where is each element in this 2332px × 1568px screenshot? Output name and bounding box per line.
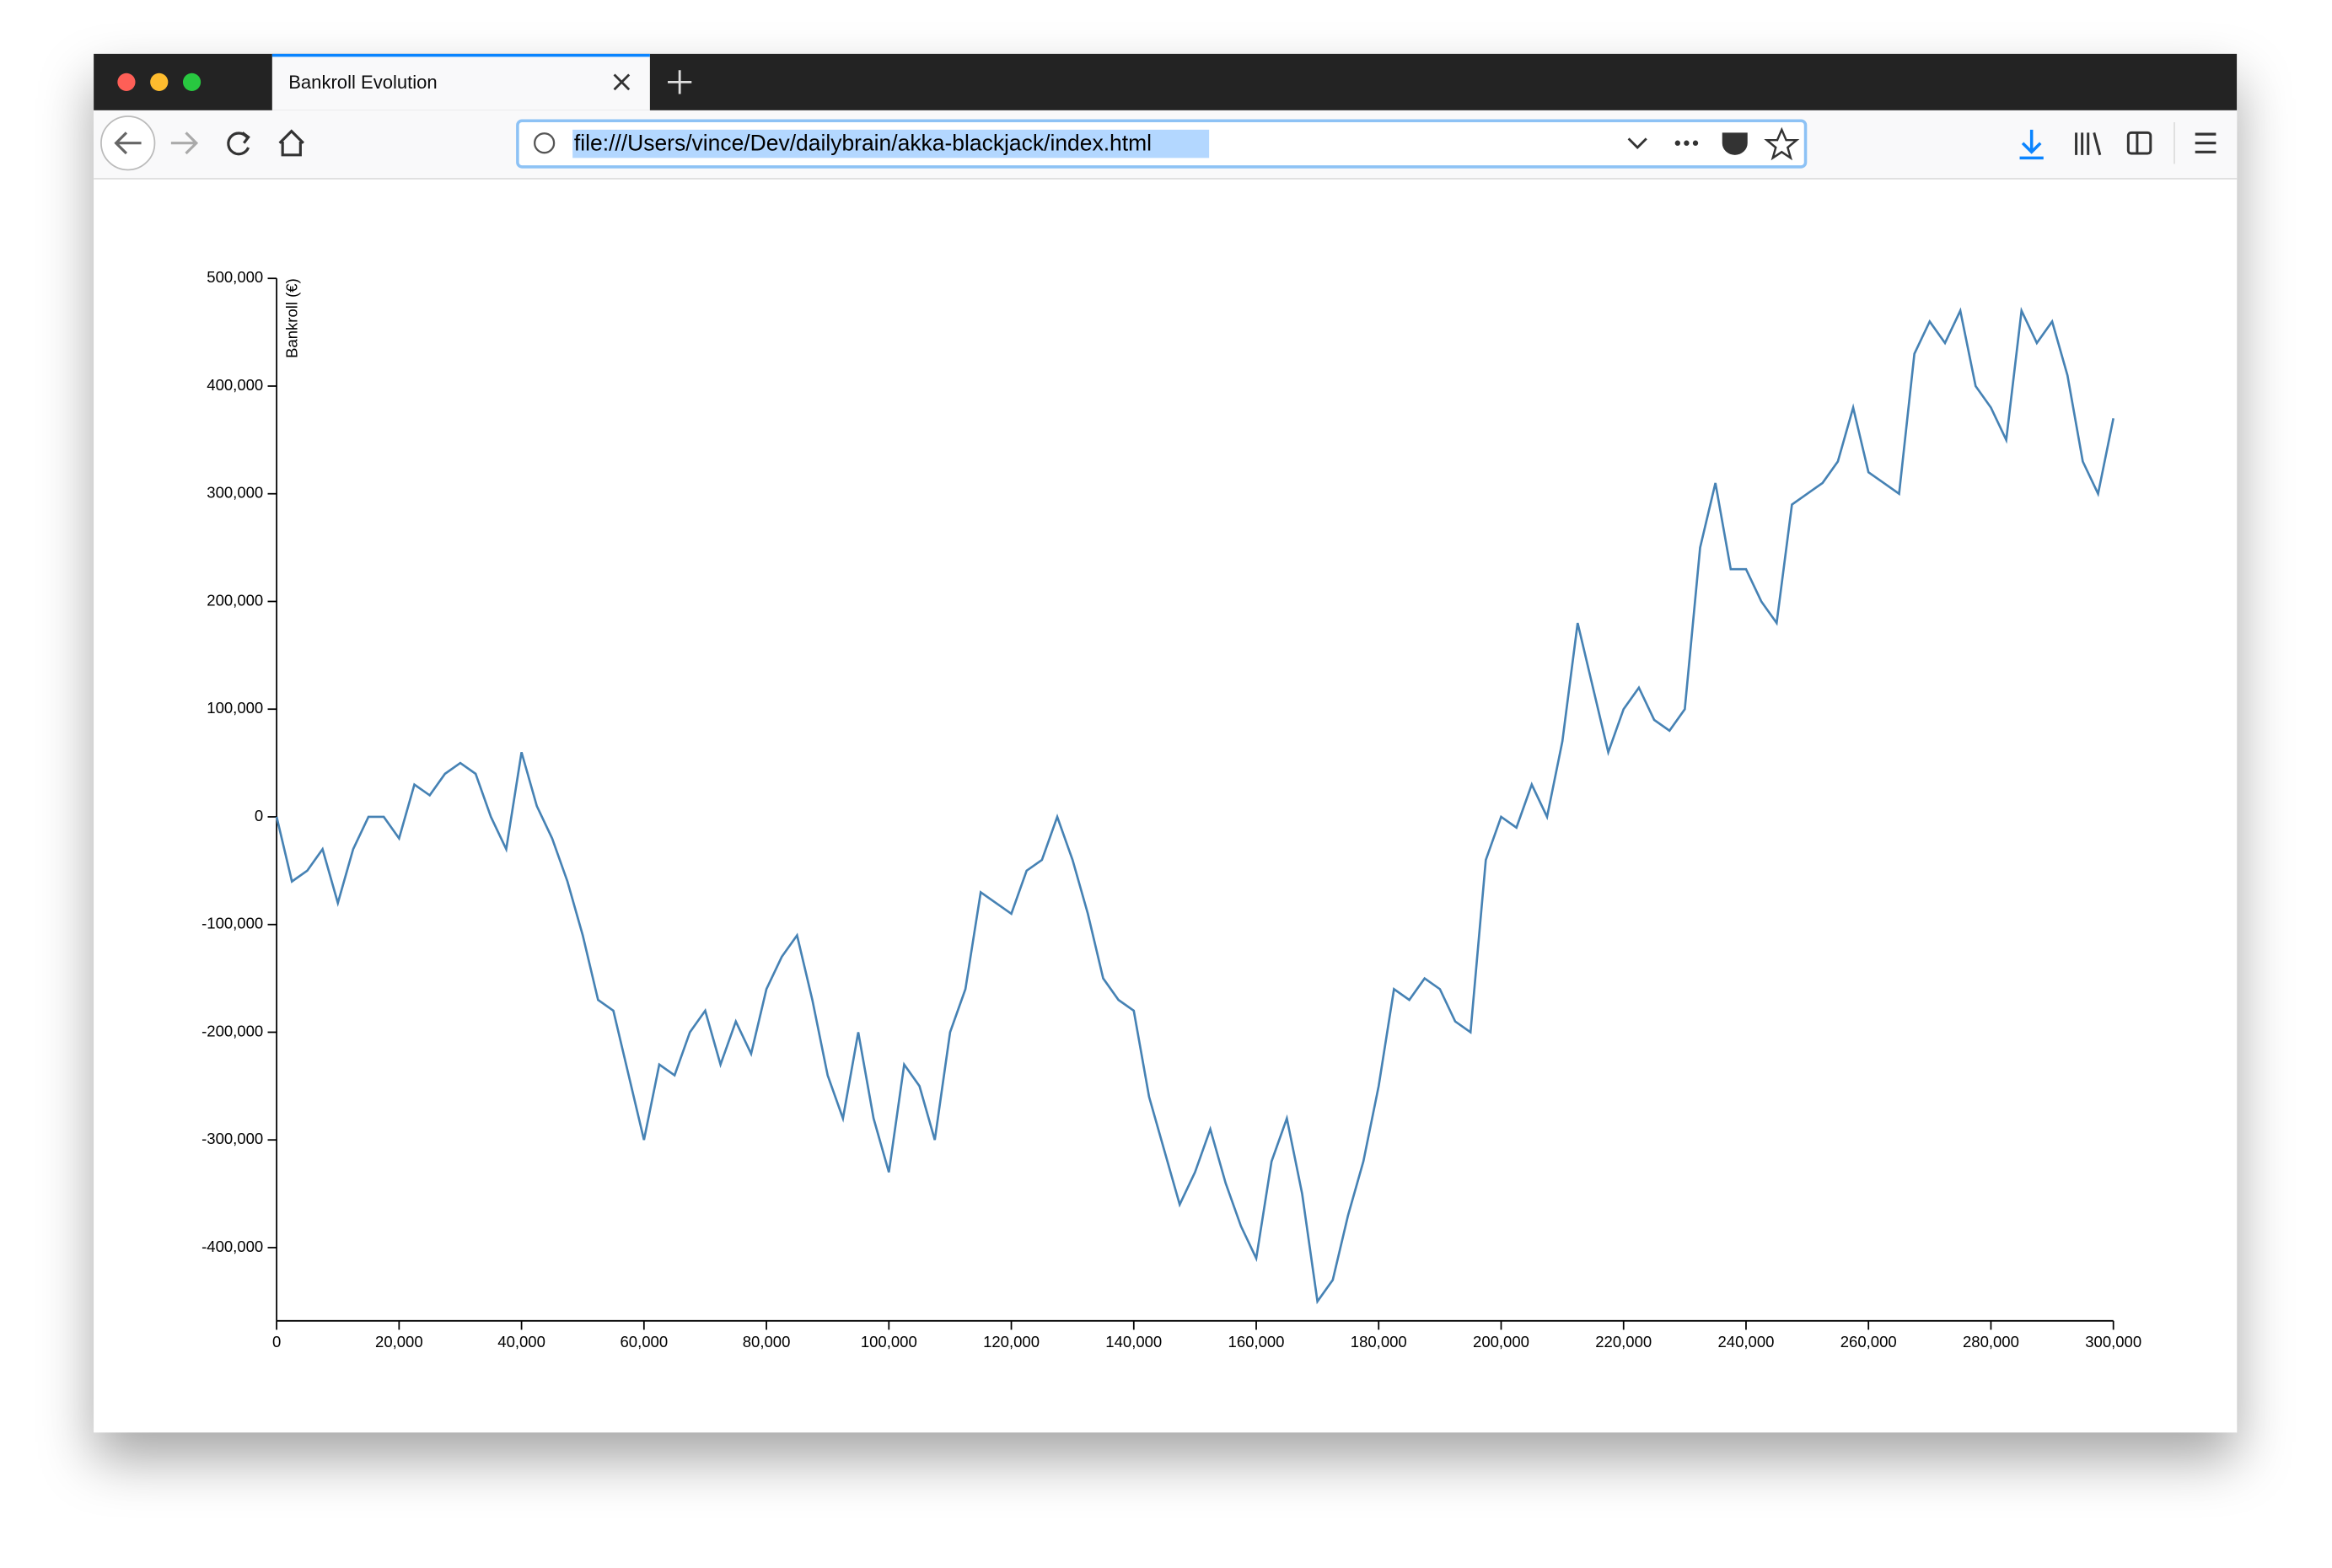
x-tick-label: 0 <box>272 1333 281 1351</box>
x-tick-label: 260,000 <box>1840 1333 1897 1351</box>
y-tick-label: -200,000 <box>201 1022 263 1039</box>
library-icon[interactable] <box>2075 132 2102 156</box>
y-tick-label: 400,000 <box>207 376 263 394</box>
x-tick-label: 280,000 <box>1963 1333 2019 1351</box>
y-tick-label: 200,000 <box>207 591 263 609</box>
back-icon <box>114 132 142 155</box>
more-icon[interactable] <box>1674 140 1699 146</box>
y-tick-label: 500,000 <box>207 268 263 286</box>
downloads-icon[interactable] <box>2019 129 2044 160</box>
x-tick-label: 300,000 <box>2085 1333 2141 1351</box>
tab[interactable] <box>271 53 650 110</box>
x-tick-label: 80,000 <box>743 1333 791 1351</box>
x-tick-label: 200,000 <box>1473 1333 1529 1351</box>
tab-highlight <box>271 53 650 57</box>
x-tick-label: 60,000 <box>621 1333 669 1351</box>
close-button[interactable] <box>117 72 136 91</box>
y-tick-label: 300,000 <box>207 484 263 502</box>
x-tick-label: 140,000 <box>1105 1333 1162 1351</box>
y-tick-label: -300,000 <box>201 1130 263 1147</box>
chart: Bankroll (€) -400,000 -300,000 -200,000 -10… <box>201 268 2141 1351</box>
x-tick-label: 160,000 <box>1228 1333 1285 1351</box>
url-selection <box>572 129 1210 158</box>
y-tick-label: 0 <box>255 807 263 824</box>
bookmark-icon[interactable] <box>1764 126 1800 161</box>
minimize-button[interactable] <box>150 72 169 91</box>
x-tick-label: 40,000 <box>497 1333 545 1351</box>
url-text: file:///Users/vince/Dev/dailybrain/akka-… <box>574 130 1152 155</box>
dropdown-icon[interactable] <box>1627 137 1647 149</box>
bankroll-line <box>275 306 2114 1305</box>
x-tick-label: 180,000 <box>1351 1333 1407 1351</box>
window <box>94 53 2238 1433</box>
y-tick-label: -100,000 <box>201 915 263 932</box>
y-tick-label: -400,000 <box>201 1238 263 1255</box>
pocket-icon[interactable] <box>1722 132 1748 155</box>
tab-title: Bankroll Evolution <box>288 72 437 93</box>
home-button[interactable] <box>278 129 304 157</box>
x-tick-label: 120,000 <box>983 1333 1040 1351</box>
info-icon[interactable] <box>534 132 556 154</box>
x-tick-label: 100,000 <box>861 1333 917 1351</box>
reload-button[interactable] <box>227 132 250 156</box>
new-tab[interactable] <box>668 70 692 94</box>
x-tick-label: 20,000 <box>375 1333 423 1351</box>
y-tick-label: 100,000 <box>207 699 263 717</box>
x-tick-label: 240,000 <box>1718 1333 1775 1351</box>
x-tick-label: 220,000 <box>1595 1333 1652 1351</box>
sidebar-icon[interactable] <box>2126 131 2152 155</box>
forward-button[interactable] <box>170 132 199 155</box>
zoom-button[interactable] <box>182 72 201 91</box>
tab-close[interactable] <box>613 73 631 91</box>
y-axis-label: Bankroll (€) <box>282 278 300 358</box>
menu-icon[interactable] <box>2195 132 2216 153</box>
